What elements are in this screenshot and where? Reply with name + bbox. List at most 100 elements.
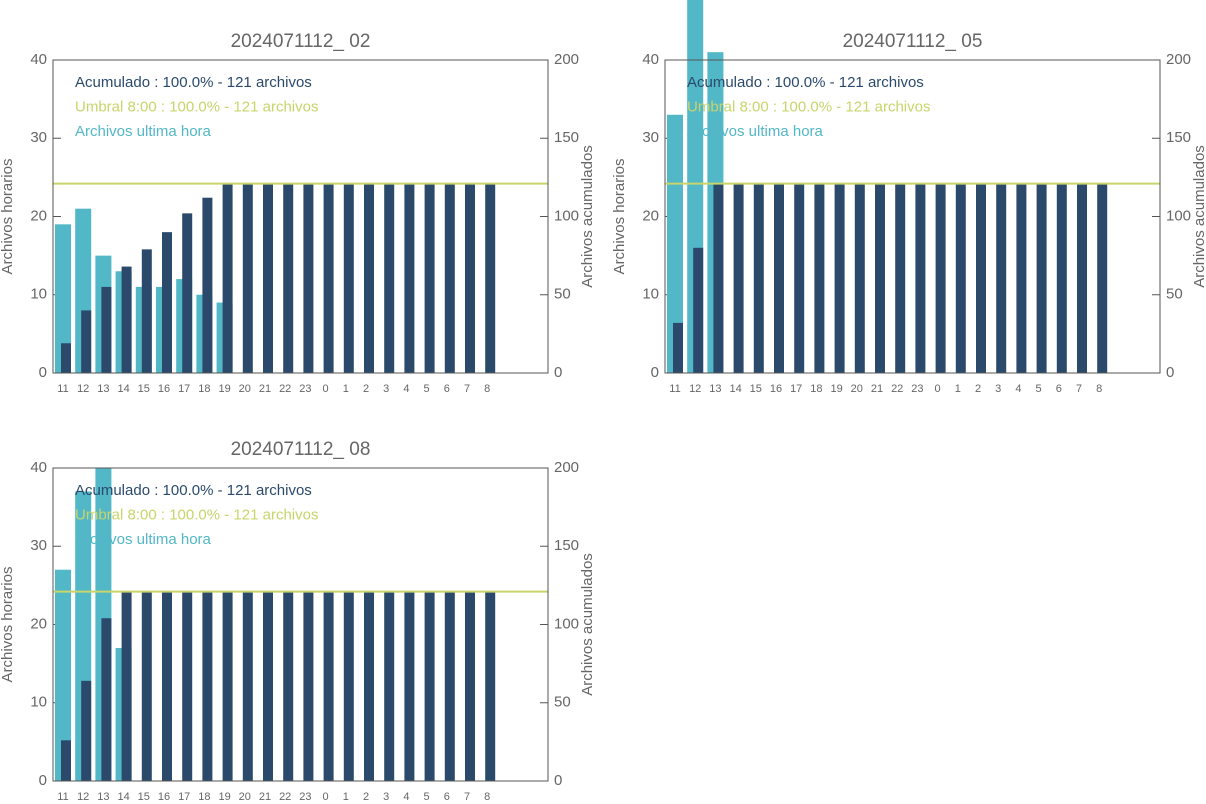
y-axis-label: Archivos horarios — [0, 159, 16, 275]
y-tick-label: 10 — [30, 286, 47, 303]
x-tick-label: 2 — [363, 383, 369, 395]
bar — [222, 183, 233, 373]
bar — [263, 591, 273, 781]
bar — [283, 183, 294, 373]
x-tick-label: 18 — [810, 383, 822, 395]
x-tick-label: 12 — [77, 383, 89, 395]
x-tick-label: 21 — [871, 383, 883, 395]
bar — [162, 591, 172, 781]
x-tick-label: 13 — [709, 383, 721, 395]
bar — [323, 591, 334, 781]
bar — [1097, 183, 1108, 373]
bar — [61, 740, 71, 781]
x-tick-label: 22 — [279, 383, 291, 395]
x-tick-label: 11 — [57, 791, 68, 803]
bar — [141, 249, 152, 373]
x-tick-label: 16 — [770, 383, 782, 395]
legend-entry: Umbral 8:00 : 100.0% - 121 archivos — [75, 506, 318, 523]
x-tick-label: 21 — [259, 383, 271, 395]
chart-title: 2024071112_ 02 — [231, 31, 371, 52]
bar — [465, 183, 475, 373]
x-tick-label: 8 — [484, 791, 490, 803]
x-tick-label: 23 — [911, 383, 923, 395]
x-tick-label: 6 — [444, 791, 450, 803]
x-tick-label: 18 — [198, 791, 210, 803]
x-tick-label: 11 — [669, 383, 680, 395]
x-tick-label: 12 — [77, 791, 89, 803]
x-tick-label: 3 — [383, 791, 389, 803]
y2-tick-label: 150 — [554, 537, 579, 554]
bar — [202, 197, 213, 373]
x-tick-label: 3 — [995, 383, 1001, 395]
x-tick-label: 20 — [851, 383, 863, 395]
bar — [915, 183, 926, 373]
bar — [242, 591, 253, 781]
x-tick-label: 20 — [239, 383, 251, 395]
x-tick-label: 4 — [403, 383, 409, 395]
bar — [996, 183, 1007, 373]
x-tick-label: 15 — [750, 383, 762, 395]
y2-axis-label: Archivos acumulados — [579, 553, 596, 696]
bar — [895, 183, 906, 373]
bar — [774, 183, 784, 373]
x-tick-label: 14 — [729, 383, 741, 395]
x-tick-label: 16 — [158, 383, 170, 395]
bar — [465, 591, 475, 781]
x-tick-label: 14 — [117, 383, 129, 395]
x-tick-label: 15 — [138, 383, 150, 395]
x-tick-label: 5 — [424, 383, 430, 395]
bar — [424, 591, 435, 781]
x-tick-label: 18 — [198, 383, 210, 395]
x-tick-label: 8 — [484, 383, 490, 395]
x-tick-label: 5 — [424, 791, 430, 803]
chart-panel: 2024071112_ 08 Archivos horarios Archivos … — [0, 439, 596, 803]
bar — [444, 183, 455, 373]
bar — [693, 247, 704, 373]
x-tick-label: 16 — [158, 791, 170, 803]
x-tick-label: 3 — [383, 383, 389, 395]
bar — [794, 183, 805, 373]
plot-frame — [664, 59, 1161, 374]
x-tick-label: 19 — [218, 791, 230, 803]
x-tick-label: 19 — [218, 383, 230, 395]
bar — [343, 591, 354, 781]
y-tick-label: 20 — [642, 207, 659, 224]
bar — [384, 591, 395, 781]
y-tick-label: 40 — [30, 51, 47, 68]
legend-entry: Acumulado : 100.0% - 121 archivos — [75, 74, 312, 91]
y2-tick-label: 50 — [554, 286, 571, 303]
legend-entry: Umbral 8:00 : 100.0% - 121 archivos — [75, 98, 318, 115]
x-tick-label: 19 — [830, 383, 842, 395]
y2-tick-label: 200 — [554, 51, 579, 68]
x-tick-label: 0 — [935, 383, 941, 395]
x-tick-label: 5 — [1036, 383, 1042, 395]
bar — [384, 183, 395, 373]
legend-entry: Acumulado : 100.0% - 121 archivos — [75, 482, 312, 499]
x-tick-label: 23 — [299, 791, 311, 803]
x-tick-label: 13 — [97, 791, 109, 803]
bar — [673, 322, 683, 373]
x-tick-label: 12 — [689, 383, 701, 395]
bar — [955, 183, 966, 373]
plot-frame — [52, 59, 549, 374]
y2-tick-label: 200 — [554, 459, 579, 476]
bar — [283, 591, 294, 781]
y-tick-label: 0 — [39, 772, 47, 789]
bar — [1056, 183, 1067, 373]
x-tick-label: 7 — [1076, 383, 1082, 395]
bar — [814, 183, 825, 373]
x-tick-label: 1 — [343, 383, 349, 395]
y2-tick-label: 100 — [1166, 207, 1191, 224]
y-tick-label: 0 — [39, 364, 47, 381]
y2-tick-label: 200 — [1166, 51, 1191, 68]
x-tick-label: 1 — [955, 383, 961, 395]
bar — [81, 310, 92, 373]
x-tick-label: 2 — [363, 791, 369, 803]
x-tick-label: 0 — [323, 383, 329, 395]
x-tick-label: 1 — [343, 791, 349, 803]
bar — [303, 183, 314, 373]
bar — [263, 183, 273, 373]
chart-title: 2024071112_ 05 — [843, 31, 983, 52]
bar — [202, 591, 213, 781]
